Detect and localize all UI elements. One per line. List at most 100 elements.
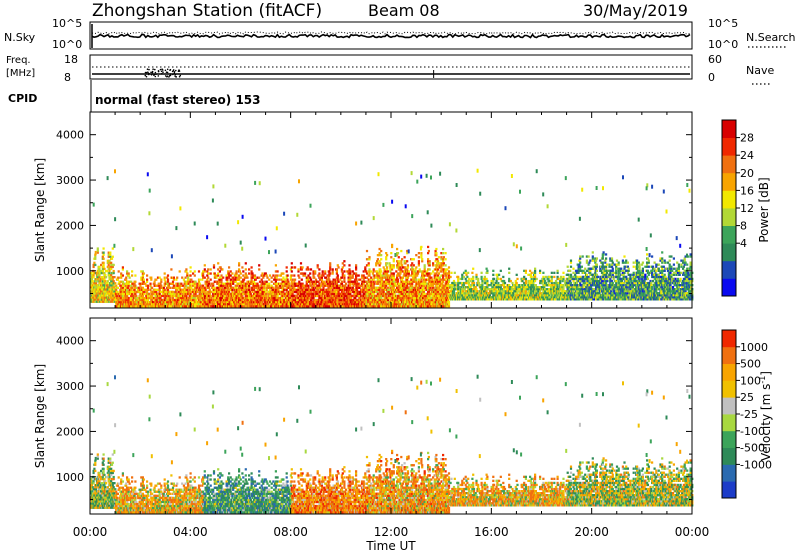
scatter-cell <box>303 292 306 296</box>
scatter-cell <box>301 288 304 291</box>
scatter-cell <box>300 284 303 287</box>
scatter-cell <box>193 282 196 285</box>
scatter-cell <box>402 298 405 302</box>
scatter-cell <box>378 254 381 257</box>
scatter-cell <box>279 274 282 277</box>
scatter-cell <box>312 274 315 277</box>
scatter-cell <box>127 296 130 300</box>
scatter-cell <box>412 258 415 261</box>
scatter-cell <box>307 268 310 271</box>
scatter-cell <box>282 276 285 279</box>
scatter-cell <box>396 278 400 281</box>
scatter-cell <box>416 298 419 302</box>
scatter-cell <box>244 268 247 271</box>
nave-dip-point <box>166 68 169 71</box>
scatter-cell <box>131 298 134 302</box>
scatter-cell <box>406 290 409 294</box>
scatter-cell <box>305 282 308 285</box>
scatter-cell <box>393 294 396 298</box>
scatter-cell <box>366 290 369 294</box>
scatter-cell <box>376 290 379 294</box>
scatter-cell <box>428 301 431 304</box>
scatter-cell <box>399 266 402 269</box>
scatter-cell <box>422 278 425 281</box>
scatter-cell <box>142 278 145 281</box>
scatter-cell <box>434 288 437 291</box>
scatter-cell <box>261 280 264 283</box>
scatter-cell <box>107 263 110 267</box>
scatter-cell <box>392 286 395 289</box>
scatter-cell <box>365 286 368 289</box>
scatter-cell <box>435 276 438 279</box>
scatter-cell <box>100 263 103 267</box>
scatter-cell <box>315 290 318 294</box>
scatter-cell <box>218 292 221 296</box>
scatter-cell <box>207 280 211 283</box>
scatter-cell <box>187 296 190 300</box>
scatter-cell <box>136 296 139 300</box>
scatter-cell <box>256 290 259 294</box>
scatter-cell <box>146 296 150 300</box>
scatter-cell <box>353 280 356 283</box>
scatter-cell <box>197 270 201 273</box>
scatter-cell <box>268 298 272 302</box>
scatter-cell <box>143 292 146 296</box>
scatter-cell <box>360 282 364 285</box>
scatter-cell <box>243 278 246 281</box>
scatter-cell <box>373 276 376 279</box>
scatter-cell <box>290 274 293 277</box>
scatter-cell <box>444 294 447 298</box>
scatter-cell <box>404 268 407 271</box>
scatter-cell <box>277 288 280 291</box>
scatter-cell <box>385 258 388 261</box>
scatter-cell <box>142 272 145 275</box>
scatter-cell <box>102 265 105 269</box>
scatter-cell <box>418 268 421 271</box>
scatter-cell <box>392 284 395 287</box>
scatter-cell <box>100 290 103 293</box>
scatter-cell <box>145 298 148 302</box>
scatter-cell <box>417 262 420 265</box>
scatter-cell <box>325 284 328 287</box>
nave-tick-bottom: 0 <box>708 71 715 84</box>
scatter-cell <box>103 278 106 281</box>
scatter-cell <box>420 280 423 283</box>
scatter-cell <box>427 301 430 304</box>
scatter-cell <box>232 276 235 279</box>
scatter-cell <box>423 298 426 302</box>
scatter-cell <box>309 280 313 283</box>
scatter-cell <box>171 282 175 285</box>
scatter-cell <box>365 280 368 283</box>
scatter-cell <box>435 272 438 275</box>
scatter-cell <box>318 282 321 285</box>
scatter-cell <box>341 274 344 277</box>
scatter-cell <box>107 267 110 271</box>
scatter-cell <box>411 262 414 265</box>
scatter-cell <box>173 301 176 304</box>
scatter-cell <box>332 282 335 285</box>
nave-dip-point <box>147 72 150 75</box>
scatter-cell <box>392 266 395 269</box>
scatter-cell <box>266 276 269 279</box>
scatter-cell <box>268 294 272 298</box>
scatter-cell <box>407 270 410 273</box>
scatter-cell <box>324 290 328 294</box>
scatter-cell <box>341 292 344 296</box>
nsky-trace <box>91 33 691 39</box>
scatter-cell <box>156 276 160 279</box>
scatter-cell <box>425 301 428 304</box>
scatter-cell <box>372 292 375 296</box>
scatter-cell <box>351 276 354 279</box>
scatter-cell <box>155 278 158 281</box>
scatter-cell <box>325 292 328 296</box>
scatter-cell <box>328 286 331 289</box>
scatter-cell <box>319 303 322 306</box>
scatter-cell <box>121 280 124 283</box>
scatter-cell <box>362 282 365 285</box>
scatter-cell <box>298 276 301 279</box>
scatter-cell <box>95 294 98 297</box>
scatter-cell <box>253 284 257 287</box>
scatter-cell <box>423 264 426 267</box>
scatter-cell <box>390 280 393 283</box>
scatter-cell <box>442 268 445 271</box>
